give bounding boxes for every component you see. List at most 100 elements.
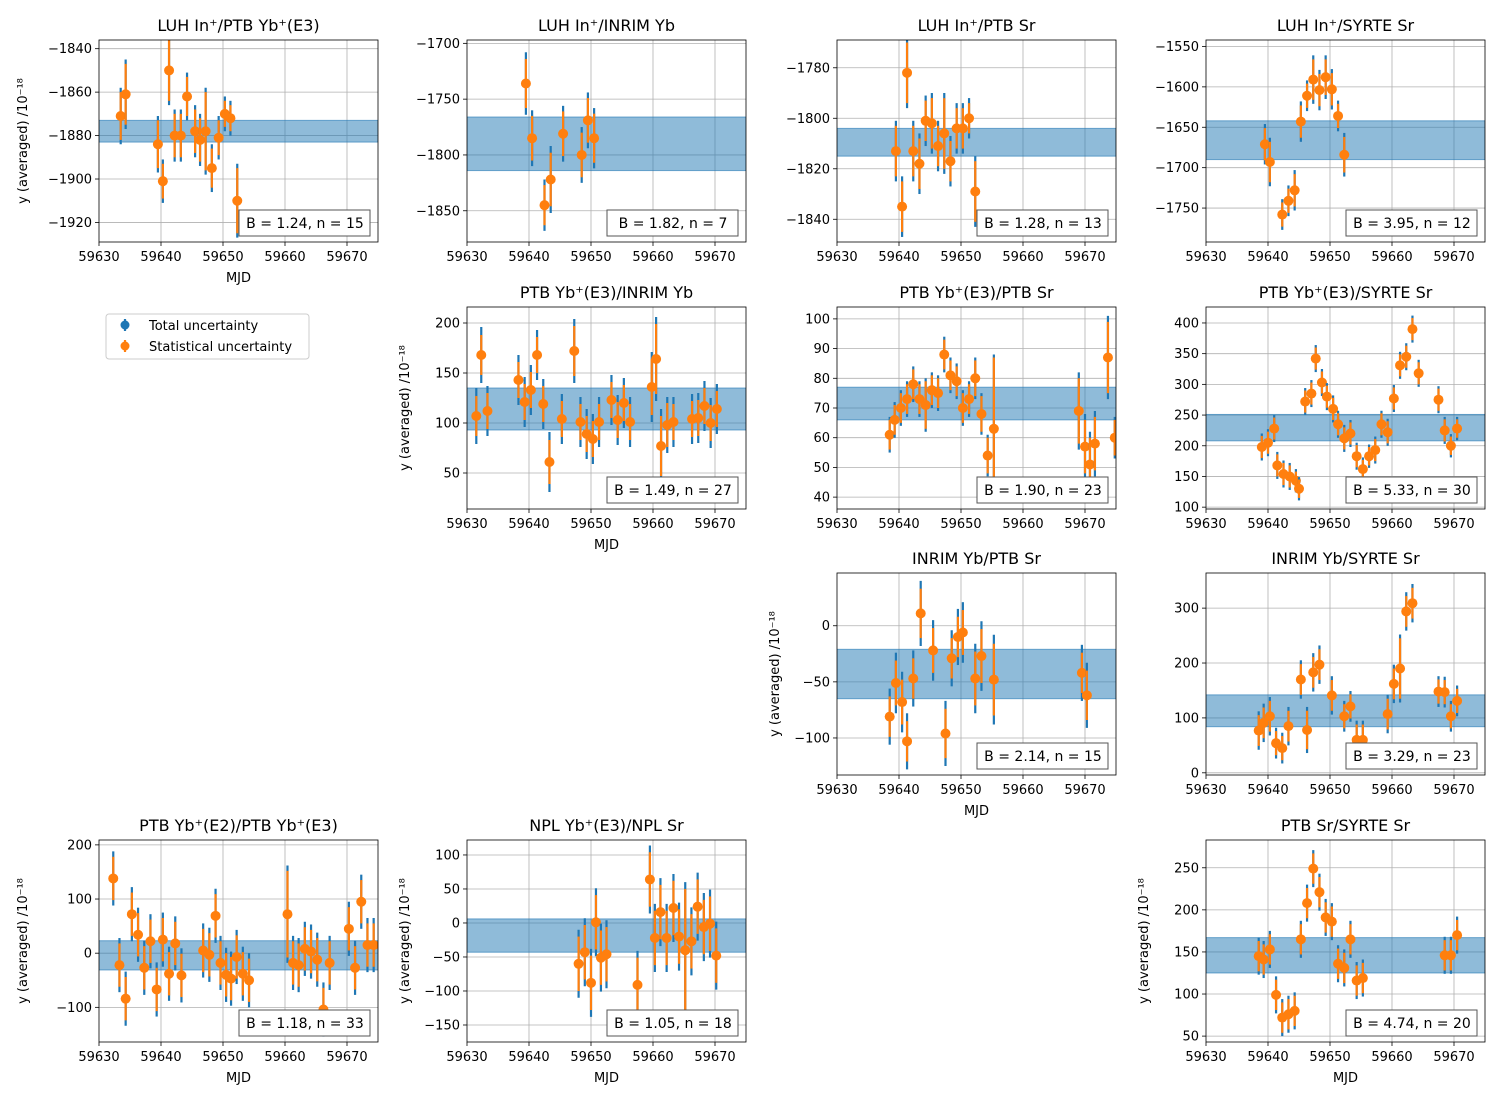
data-point (1302, 898, 1313, 909)
y-tick-label: 300 (1174, 602, 1199, 617)
y-tick-label: −1900 (48, 173, 92, 188)
subplot-0: 59630 59640 59650 59660 59670 −1840 −1860 −1880… (16, 16, 379, 286)
data-point (195, 134, 206, 145)
y-tick-label: 150 (1174, 945, 1199, 960)
x-tick-label: 59640 (508, 250, 549, 265)
data-point (206, 163, 217, 174)
data-point (884, 429, 895, 440)
subplot-title: PTB Sr/SYRTE Sr (1281, 816, 1411, 835)
data-point (964, 394, 975, 405)
y-tick-label: 50 (813, 461, 830, 476)
data-point (1388, 678, 1399, 689)
data-point (200, 126, 211, 137)
axes-frame (1205, 306, 1486, 510)
subplot-title: LUH In⁺/PTB Yb⁺(E3) (157, 16, 319, 35)
data-point (705, 418, 716, 428)
data-point (1076, 667, 1087, 678)
data-point (656, 441, 667, 451)
x-tick-label: 59660 (632, 517, 673, 532)
data-point (914, 394, 925, 405)
mean-band (837, 127, 1116, 157)
data-point (711, 404, 722, 414)
x-tick-label: 59660 (632, 250, 673, 265)
data-point (164, 65, 175, 76)
data-point (1439, 687, 1450, 698)
y-tick-label: 200 (1174, 657, 1199, 672)
data-point (988, 674, 999, 685)
x-tick-label: 59630 (446, 517, 487, 532)
y-tick-label: 50 (443, 467, 460, 482)
data-point (976, 408, 987, 419)
data-point (1294, 483, 1304, 494)
y-tick-label: 100 (805, 312, 830, 327)
axes-frame (466, 839, 747, 1043)
subplot-10: 59630 59640 59650 59660 59670 100 50 0 −50 −100 −1… (398, 816, 747, 1086)
data-point (587, 434, 598, 444)
data-layer (837, 40, 1116, 237)
data-point (970, 186, 981, 197)
stats-text: B = 1.24, n = 15 (246, 216, 364, 232)
data-point (1308, 74, 1319, 85)
x-tick-label: 59660 (1002, 517, 1043, 532)
y-axis-label: y (averaged) /10⁻¹⁸ (16, 78, 31, 204)
data-point (590, 917, 601, 928)
y-tick-label: −1840 (48, 42, 92, 57)
subplot-3: 59630 59640 59650 59660 59670 −1550 −1600 −1650… (1155, 16, 1486, 265)
x-tick-label: 59640 (1247, 1050, 1288, 1065)
data-point (1382, 427, 1393, 438)
data-point (1370, 445, 1381, 456)
data-point (145, 936, 156, 947)
data-point (1102, 352, 1113, 363)
stats-box (606, 1009, 739, 1037)
legend-stat-marker (120, 341, 130, 351)
x-tick-label: 59660 (264, 250, 305, 265)
y-tick-label: −1820 (786, 162, 830, 177)
stats-text: B = 5.33, n = 30 (1353, 483, 1471, 499)
x-tick-label: 59660 (632, 1050, 673, 1065)
legend-total-label: Total uncertainty (148, 319, 258, 334)
data-point (1302, 724, 1313, 735)
data-point (612, 415, 623, 425)
x-tick-label: 59640 (1247, 783, 1288, 798)
data-point (1413, 368, 1424, 379)
x-tick-label: 59630 (1185, 783, 1226, 798)
data-point (902, 67, 913, 78)
stats-box (238, 209, 371, 237)
data-point (1258, 954, 1269, 965)
data-point (914, 158, 925, 169)
data-point (306, 946, 317, 957)
y-tick-label: 80 (813, 372, 830, 387)
data-point (151, 984, 162, 995)
data-point (1271, 989, 1282, 1000)
subplot-title: LUH In⁺/PTB Sr (918, 16, 1036, 35)
data-point (618, 398, 629, 408)
x-tick-label: 59670 (1433, 783, 1474, 798)
data-point (945, 156, 956, 167)
x-tick-label: 59660 (1371, 250, 1412, 265)
data-point (324, 957, 335, 968)
y-axis-label: y (averaged) /10⁻¹⁸ (768, 611, 783, 737)
data-point (1357, 734, 1368, 745)
data-point (120, 89, 131, 100)
data-point (940, 728, 951, 739)
y-tick-label: −1800 (786, 112, 830, 127)
y-tick-label: −1650 (1155, 121, 1199, 136)
x-tick-label: 59670 (326, 250, 367, 265)
x-tick-label: 59650 (1309, 250, 1350, 265)
subplot-8: 59630 59640 59650 59660 59670 300 200 100 0 INRIM… (1174, 549, 1486, 798)
stats-box (1345, 209, 1478, 237)
x-tick-label: 59630 (446, 250, 487, 265)
y-tick-label: −1600 (1155, 80, 1199, 95)
data-point (204, 949, 215, 960)
data-point (661, 932, 672, 943)
subplot-9: 59630 59640 59650 59660 59670 200 100 0 −100 PTB … (16, 816, 379, 1086)
data-point (1308, 863, 1319, 874)
stats-text: B = 1.82, n = 7 (619, 216, 728, 232)
data-point (1452, 930, 1463, 941)
x-tick-label: 59650 (570, 1050, 611, 1065)
axes-frame (1205, 39, 1486, 243)
data-point (1445, 950, 1456, 961)
y-tick-label: 200 (67, 838, 92, 853)
data-layer (1206, 315, 1485, 501)
x-tick-label: 59640 (1247, 250, 1288, 265)
